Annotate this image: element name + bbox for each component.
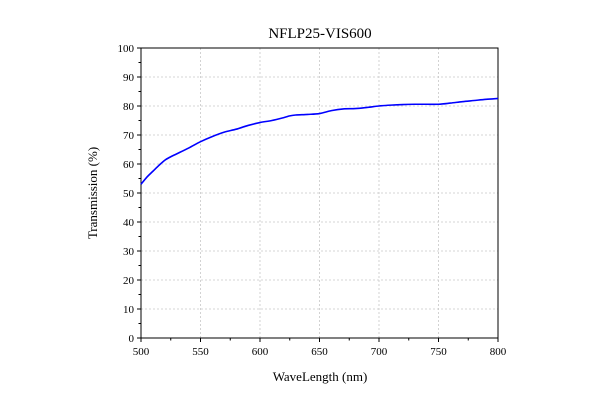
y-tick-label: 30 <box>123 246 135 258</box>
x-tick-label: 700 <box>371 346 388 358</box>
y-tick-label: 10 <box>123 304 135 316</box>
y-tick-label: 90 <box>123 72 135 84</box>
x-axis-label: WaveLength (nm) <box>273 369 368 384</box>
y-tick-label: 40 <box>123 217 135 229</box>
transmission-series-line <box>140 97 499 185</box>
x-tick-label: 750 <box>430 346 447 358</box>
y-tick-label: 60 <box>123 159 135 171</box>
axis-ticks: 500 550 600 650 700 750 800 0 10 20 30 40 50 60 70 80 90… <box>118 43 507 358</box>
y-tick-label: 0 <box>129 333 135 345</box>
y-tick-label: 70 <box>123 130 135 142</box>
y-axis-label: Transmission (%) <box>85 147 100 239</box>
y-tick-label: 100 <box>118 43 135 55</box>
y-tick-label: 50 <box>123 188 135 200</box>
chart-title: NFLP25-VIS600 <box>268 26 371 42</box>
x-tick-label: 500 <box>133 346 150 358</box>
x-tick-label: 600 <box>252 346 269 358</box>
x-tick-label: 550 <box>192 346 209 358</box>
y-tick-label: 80 <box>123 101 135 113</box>
series-layer <box>140 97 499 185</box>
x-tick-label: 650 <box>311 346 328 358</box>
x-tick-label: 800 <box>490 346 507 358</box>
y-tick-label: 20 <box>123 275 135 287</box>
grid-lines <box>141 48 498 338</box>
